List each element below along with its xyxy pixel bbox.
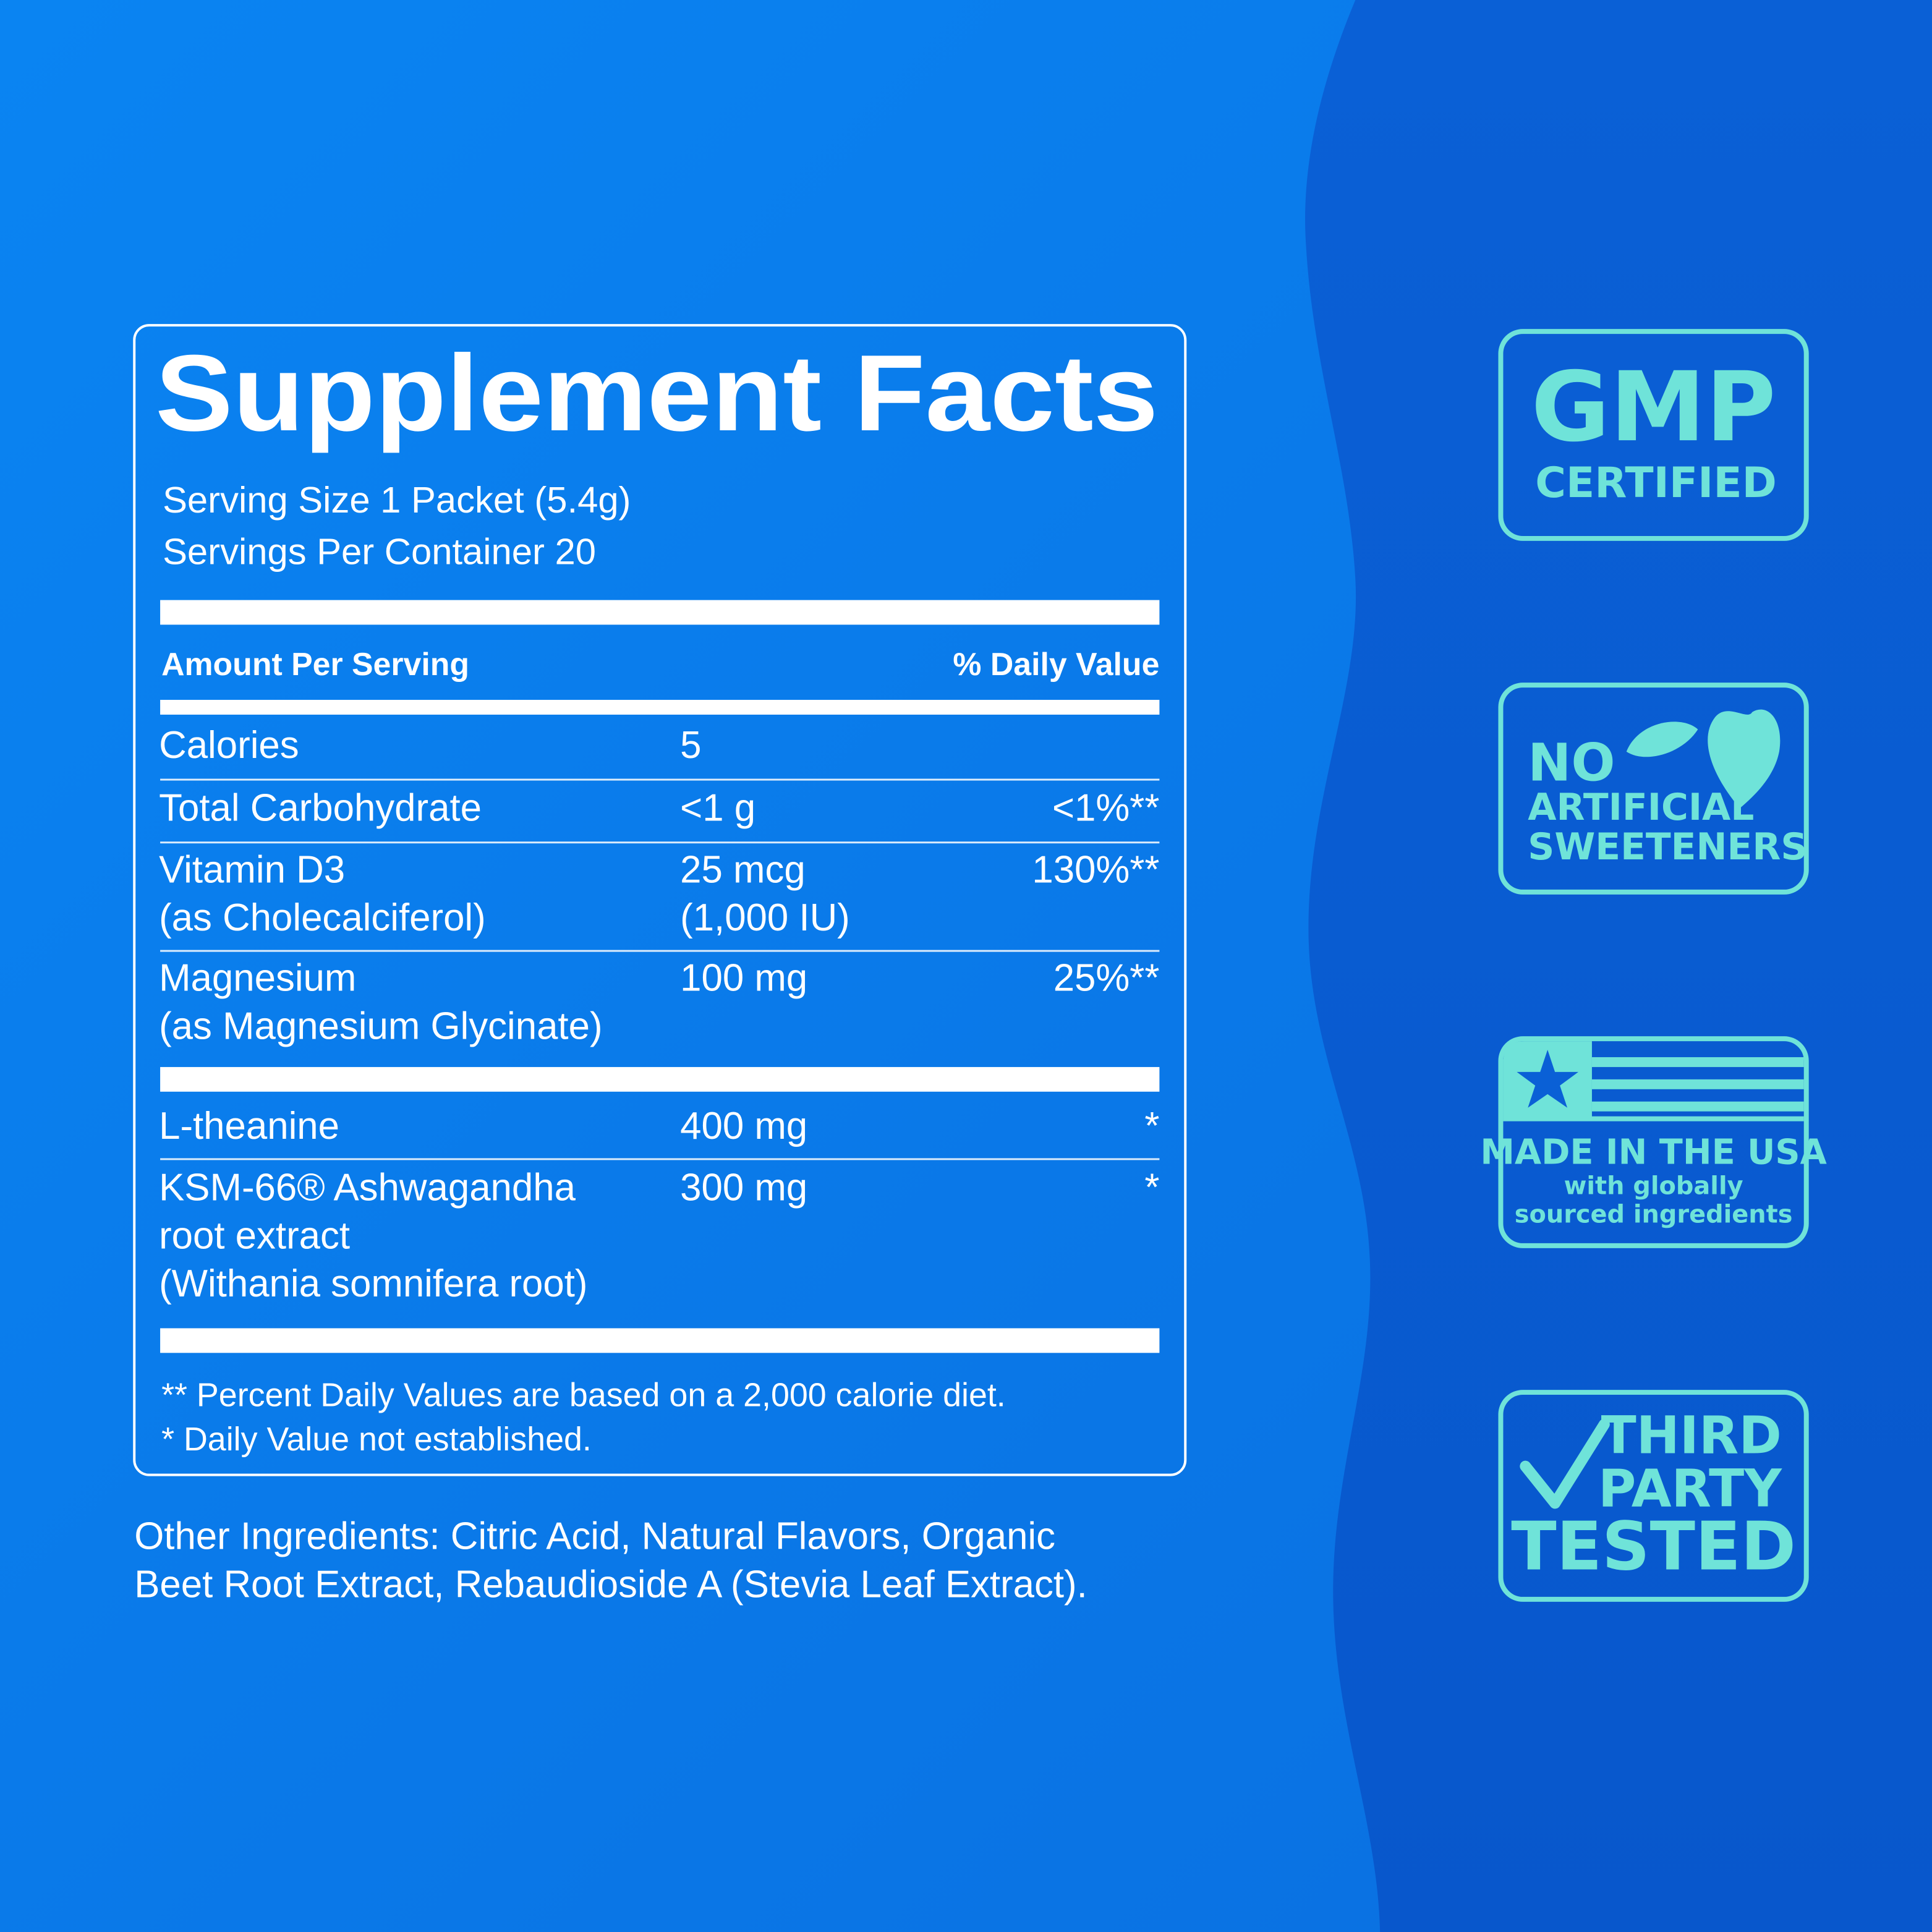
badge-text: MADE IN THE USA	[1480, 1133, 1826, 1173]
daily-value: *	[1144, 1105, 1159, 1147]
daily-value: 130%**	[1032, 848, 1159, 891]
nutrient-amount: 5	[680, 724, 701, 767]
nutrient-name: KSM-66® Ashwagandha	[159, 1167, 576, 1209]
nutrient-amount: (1,000 IU)	[680, 896, 850, 939]
nutrient-name: L-theanine	[159, 1105, 339, 1147]
nutrient-name: Total Carbohydrate	[159, 787, 482, 830]
flag-stripe	[1591, 1057, 1804, 1067]
facts-panel	[133, 324, 1187, 1476]
badge-text: SWEETENERS	[1528, 826, 1807, 869]
badge-frame	[1498, 1036, 1809, 1248]
other-ingredients: Beet Root Extract, Rebaudioside A (Stevi…	[134, 1563, 1087, 1606]
badge-frame	[1498, 1390, 1809, 1602]
flag-stripe	[1591, 1079, 1804, 1089]
other-ingredients: Other Ingredients: Citric Acid, Natural …	[134, 1515, 1055, 1558]
rule-line	[160, 778, 1160, 781]
nutrient-name: Magnesium	[159, 957, 356, 1000]
badge-text: CERTIFIED	[1535, 458, 1777, 507]
badge-text: TESTED	[1511, 1508, 1796, 1585]
badge-frame	[1498, 683, 1809, 895]
footnote: ** Percent Daily Values are based on a 2…	[161, 1376, 1006, 1413]
nutrient-name: (as Magnesium Glycinate)	[159, 1005, 602, 1047]
badge-text: with globally	[1564, 1172, 1743, 1201]
daily-value: <1%**	[1052, 787, 1159, 830]
flag-divider	[1503, 1116, 1804, 1121]
column-header: % Daily Value	[953, 646, 1159, 682]
rule-line	[160, 1158, 1160, 1160]
leaf-icon	[1626, 721, 1698, 757]
flag-stripe	[1591, 1101, 1804, 1112]
badge-text: GMP	[1531, 351, 1776, 463]
nutrient-amount: 400 mg	[680, 1105, 807, 1147]
badge-text: ARTIFICIAL	[1528, 786, 1754, 829]
rule-bar	[160, 600, 1160, 625]
badge-text: NO	[1528, 733, 1615, 793]
nutrient-amount: 25 mcg	[680, 848, 806, 891]
check-icon	[1520, 1418, 1610, 1509]
badge-frame	[1498, 329, 1809, 541]
footnote: * Daily Value not established.	[161, 1421, 592, 1458]
daily-value: *	[1144, 1167, 1159, 1209]
nutrient-name: Vitamin D3	[159, 848, 345, 891]
rule-line	[160, 950, 1160, 952]
nutrient-amount: 100 mg	[680, 957, 807, 1000]
rule-line	[160, 841, 1160, 844]
facts-title: Supplement Facts	[155, 333, 1158, 454]
serving-info: Servings Per Container 20	[163, 531, 596, 572]
serving-info: Serving Size 1 Packet (5.4g)	[163, 479, 631, 521]
nutrient-amount: <1 g	[680, 787, 755, 830]
leaf-icon	[1708, 709, 1781, 809]
rule-bar	[160, 1328, 1160, 1353]
nutrient-name: root extract	[159, 1214, 350, 1257]
column-header: Amount Per Serving	[161, 646, 469, 682]
flag-star	[1517, 1050, 1579, 1108]
rule-bar	[160, 1066, 1160, 1092]
rule-bar	[160, 700, 1160, 715]
nutrient-name: (as Cholecalciferol)	[159, 896, 486, 939]
nutrient-name: Calories	[159, 724, 299, 767]
daily-value: 25%**	[1053, 957, 1160, 1000]
nutrient-amount: 300 mg	[680, 1167, 807, 1209]
badge-text: THIRD	[1601, 1405, 1782, 1466]
badge-text: sourced ingredients	[1515, 1201, 1793, 1229]
background-wave	[1305, 0, 1932, 1932]
badge-text: PARTY	[1598, 1458, 1782, 1518]
nutrient-name: (Withania somnifera root)	[159, 1262, 587, 1305]
